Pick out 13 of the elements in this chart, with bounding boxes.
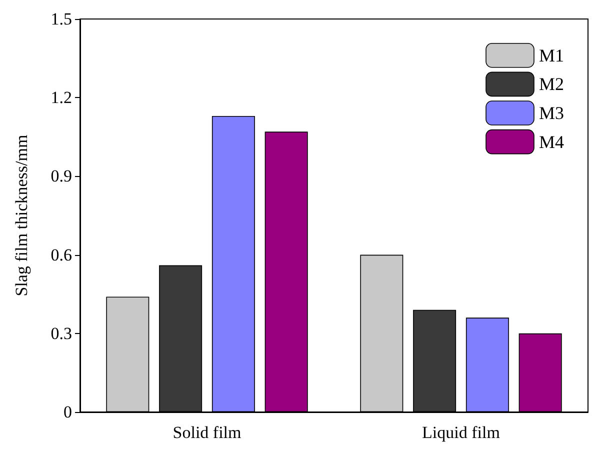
y-tick-label: 0 [64,402,72,422]
y-tick-label: 1.5 [50,10,72,28]
y-tick-label: 0.9 [50,166,72,186]
legend-label: M4 [538,132,564,152]
x-tick-label: Solid film [172,423,242,442]
y-axis-title: Slag film thickness/mm [12,134,31,296]
legend-label: M3 [538,103,564,123]
legend-label: M1 [538,45,564,66]
y-tick-label: 0.3 [50,324,72,343]
y-tick-label: 1.2 [50,88,72,108]
x-tick-label: Liquid film [422,423,500,442]
legend-label: M2 [538,74,564,94]
y-tick-label: 0.6 [50,245,72,264]
